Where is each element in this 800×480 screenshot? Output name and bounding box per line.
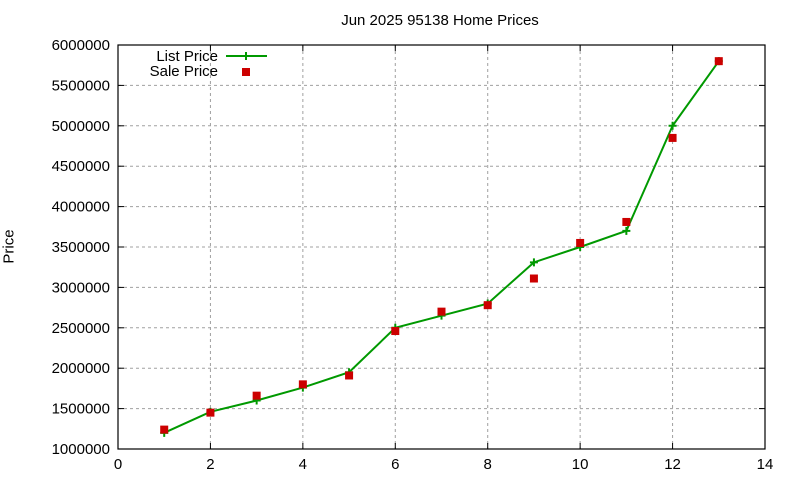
y-tick-label: 3000000: [52, 279, 110, 296]
x-tick-label: 4: [299, 456, 307, 473]
x-tick-label: 6: [391, 456, 399, 473]
list-price-marker: [622, 226, 631, 235]
sale-price-marker: [668, 133, 677, 142]
sale-price-marker: [391, 327, 400, 336]
y-tick-label: 4500000: [52, 158, 110, 175]
y-tick-label: 1000000: [52, 441, 110, 458]
x-tick-label: 10: [572, 456, 589, 473]
sale-price-marker: [206, 408, 215, 417]
sale-price-marker: [345, 371, 354, 380]
x-tick-label: 14: [757, 456, 774, 473]
y-tick-label: 4000000: [52, 199, 110, 216]
x-tick-label: 8: [484, 456, 492, 473]
y-tick-label: 5000000: [52, 118, 110, 135]
y-tick-label: 2500000: [52, 320, 110, 337]
sale-price-marker: [160, 425, 169, 434]
sale-price-marker: [483, 301, 492, 310]
legend-label-sale-price: Sale Price: [150, 63, 218, 80]
sale-price-marker: [576, 238, 585, 247]
y-tick-label: 2000000: [52, 360, 110, 377]
list-price-marker: [529, 258, 538, 267]
sale-price-marker: [529, 274, 538, 283]
x-tick-label: 12: [664, 456, 681, 473]
sale-price-marker: [298, 380, 307, 389]
sale-price-marker: [437, 307, 446, 316]
x-tick-label: 0: [114, 456, 122, 473]
legend-square-icon: [242, 68, 250, 76]
sale-price-marker: [714, 57, 723, 66]
series-sale-price: [160, 57, 723, 434]
x-tick-label: 2: [206, 456, 214, 473]
sale-price-marker: [252, 391, 261, 400]
y-tick-label: 3500000: [52, 239, 110, 256]
y-tick-label: 1500000: [52, 401, 110, 418]
sale-price-marker: [622, 217, 631, 226]
y-tick-label: 5500000: [52, 77, 110, 94]
y-tick-label: 6000000: [52, 37, 110, 54]
list-price-marker: [668, 121, 677, 130]
legend-label-list-price: List Price: [156, 48, 218, 65]
chart-title: Jun 2025 95138 Home Prices: [341, 12, 539, 29]
